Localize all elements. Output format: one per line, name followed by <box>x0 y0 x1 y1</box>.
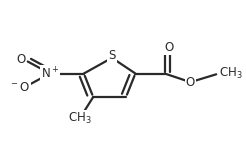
Text: CH$_3$: CH$_3$ <box>218 66 242 81</box>
Text: O: O <box>186 76 195 89</box>
Text: O: O <box>164 41 173 54</box>
Text: O: O <box>16 53 25 66</box>
Text: $^-$O: $^-$O <box>9 81 30 94</box>
Text: S: S <box>108 49 116 62</box>
Text: N$^+$: N$^+$ <box>41 66 59 81</box>
Text: CH$_3$: CH$_3$ <box>68 111 92 127</box>
